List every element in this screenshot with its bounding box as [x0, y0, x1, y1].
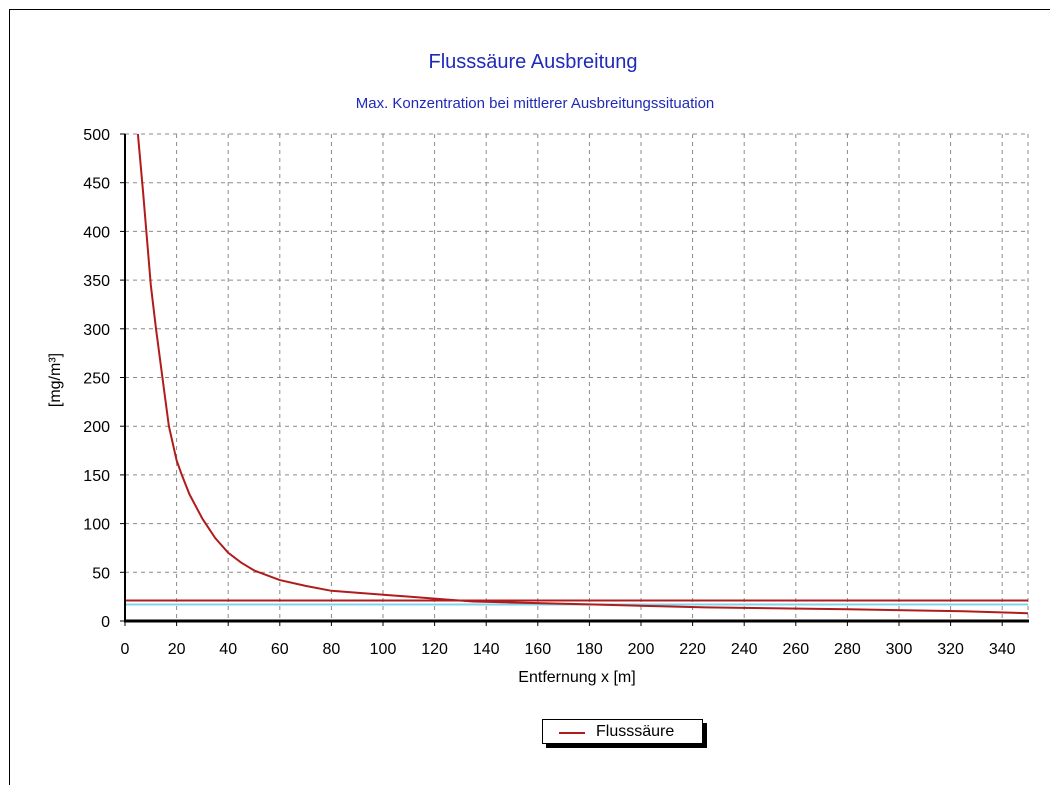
x-axis-label: Entfernung x [m] — [518, 669, 635, 686]
chart-title: Flusssäure Ausbreitung — [428, 51, 637, 73]
legend-label-flusssaeure: Flusssäure — [596, 723, 675, 740]
x-tick-label-280: 280 — [834, 641, 861, 658]
y-tick-label-350: 350 — [83, 273, 110, 290]
x-tick-label-220: 220 — [679, 641, 706, 658]
x-tick-label-20: 20 — [168, 641, 186, 658]
tick-labels: 0 20 40 60 80 100 120 140 160 180 200 220 240 260 280 3… — [83, 127, 1015, 658]
y-tick-label-500: 500 — [83, 127, 110, 144]
series-line-0 — [136, 133, 1029, 615]
legend-swatch-flusssaeure — [559, 732, 585, 734]
x-tick-label-340: 340 — [989, 641, 1016, 658]
x-tick-label-140: 140 — [473, 641, 500, 658]
y-tick-label-0: 0 — [101, 614, 110, 631]
x-tick-label-240: 240 — [731, 641, 758, 658]
x-tick-label-160: 160 — [524, 641, 551, 658]
series-layer — [136, 133, 1029, 615]
chart-subtitle: Max. Konzentration bei mittlerer Ausbrei… — [356, 95, 715, 112]
y-tick-label-400: 400 — [83, 224, 110, 241]
chart-frame — [9, 9, 1050, 785]
y-tick-label-50: 50 — [92, 565, 110, 582]
x-tick-label-180: 180 — [576, 641, 603, 658]
x-tick-label-40: 40 — [219, 641, 237, 658]
axes — [120, 133, 1029, 626]
x-tick-label-60: 60 — [271, 641, 289, 658]
y-tick-label-450: 450 — [83, 176, 110, 193]
x-tick-label-100: 100 — [370, 641, 397, 658]
x-tick-label-120: 120 — [421, 641, 448, 658]
x-tick-label-0: 0 — [121, 641, 130, 658]
y-tick-label-100: 100 — [83, 517, 110, 534]
x-tick-label-80: 80 — [323, 641, 341, 658]
y-axis-label: [mg/m³] — [47, 353, 64, 407]
grid — [125, 133, 1029, 621]
x-tick-label-200: 200 — [628, 641, 655, 658]
y-tick-label-300: 300 — [83, 322, 110, 339]
y-tick-label-250: 250 — [83, 371, 110, 388]
y-tick-label-200: 200 — [83, 419, 110, 436]
legend: Flusssäure — [542, 719, 703, 744]
x-tick-label-320: 320 — [937, 641, 964, 658]
x-tick-label-300: 300 — [886, 641, 913, 658]
y-tick-label-150: 150 — [83, 468, 110, 485]
x-tick-label-260: 260 — [782, 641, 809, 658]
